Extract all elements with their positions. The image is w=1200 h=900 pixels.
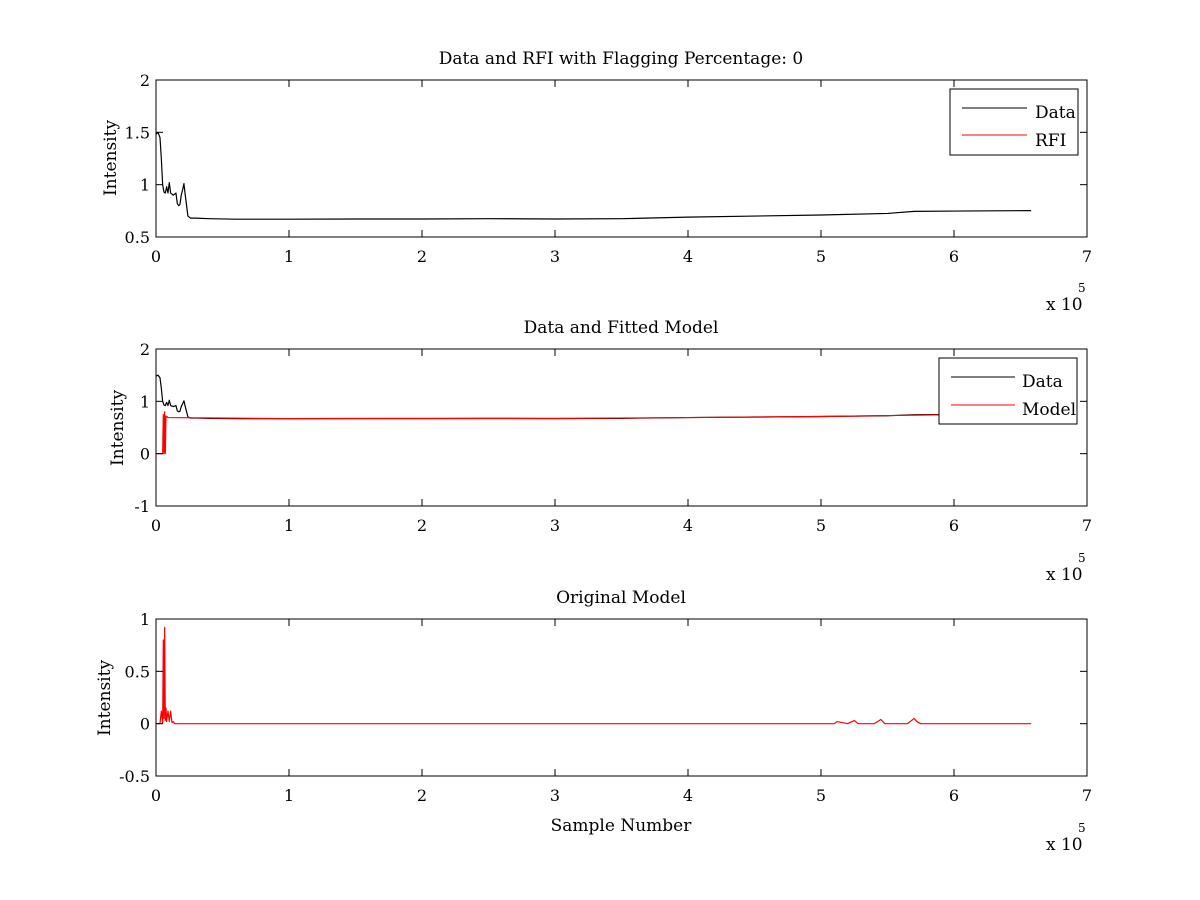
x-tick-label: 5 [816,516,826,535]
x-tick-label: 1 [284,516,294,535]
ticks-layer: 0 1 2 3 4 5 6 7-0.500.51 [119,610,1092,805]
x-exponent-power: 5 [1078,551,1086,565]
x-exponent-label: x 10 [1046,835,1083,855]
x-tick-label: 4 [683,786,693,805]
x-exponent-power: 5 [1078,281,1086,295]
x-tick-label: 0 [151,516,161,535]
series-layer [156,626,1032,725]
x-exponent-label: x 10 [1046,295,1083,315]
x-tick-label: 5 [816,247,826,266]
y-tick-label: 0 [140,715,150,734]
x-tick-label: 4 [683,247,693,266]
legend: Data RFI [949,88,1079,156]
legend-box [949,88,1079,156]
x-tick-label: 2 [417,516,427,535]
x-tick-label: 6 [949,247,959,266]
y-tick-label: 1 [140,392,150,411]
legend-label-data: Data [1035,103,1076,123]
x-tick-label: 7 [1082,786,1092,805]
x-tick-label: 2 [417,247,427,266]
x-tick-label: 3 [550,516,560,535]
plot-area [155,79,1088,238]
x-tick-label: 7 [1082,516,1092,535]
y-axis-label: Intensity [95,660,115,736]
x-tick-label: 3 [550,247,560,266]
series-line-series-0 [156,626,1032,725]
x-tick-label: 6 [949,786,959,805]
legend-label-model: Model [1022,400,1076,420]
x-axis-label: Sample Number [551,816,693,836]
y-tick-label: 1.5 [125,123,150,142]
y-tick-label: 1 [140,610,150,629]
series-line-model [156,411,1032,455]
x-exponent-label: x 10 [1046,565,1083,585]
chart-title: Data and Fitted Model [524,318,719,338]
legend-label-rfi: RFI [1035,131,1066,151]
x-tick-label: 4 [683,516,693,535]
x-tick-label: 0 [151,786,161,805]
y-axis-label: Intensity [101,120,121,196]
y-tick-label: 2 [140,71,150,90]
plot-area [155,618,1088,777]
x-tick-label: 1 [284,786,294,805]
x-tick-label: 3 [550,786,560,805]
ticks-layer: 0 1 2 3 4 5 6 7 0.5 1 1.5 2 [125,71,1093,266]
subplot-3: 0 1 2 3 4 5 6 7-0.500.51 Original Model Intensi… [95,588,1092,855]
y-tick-label: 0 [140,445,150,464]
plot-area [155,348,1088,507]
x-tick-label: 1 [284,247,294,266]
x-tick-label: 7 [1082,247,1092,266]
x-exponent-power: 5 [1078,821,1086,835]
series-layer [155,374,1032,455]
series-line-data [155,131,1032,220]
y-tick-label: 1 [140,176,150,195]
legend-label-data: Data [1022,372,1063,392]
y-tick-label: 0.5 [125,228,150,247]
y-axis-label: Intensity [108,390,128,466]
chart-title: Data and RFI with Flagging Percentage: 0 [439,49,803,69]
series-layer [155,131,1032,220]
y-tick-label: -1 [134,497,150,516]
x-tick-label: 6 [949,516,959,535]
x-tick-label: 0 [151,247,161,266]
legend: Data Model [938,357,1078,425]
y-tick-label: 2 [140,340,150,359]
x-tick-label: 2 [417,786,427,805]
chart-title: Original Model [556,588,686,608]
subplot-1: 0 1 2 3 4 5 6 7 0.5 1 1.5 2 Data and RFI with Flagg… [101,49,1092,315]
x-tick-label: 5 [816,786,826,805]
legend-box [938,357,1078,425]
y-tick-label: -0.5 [119,767,150,786]
y-tick-label: 0.5 [125,662,150,681]
